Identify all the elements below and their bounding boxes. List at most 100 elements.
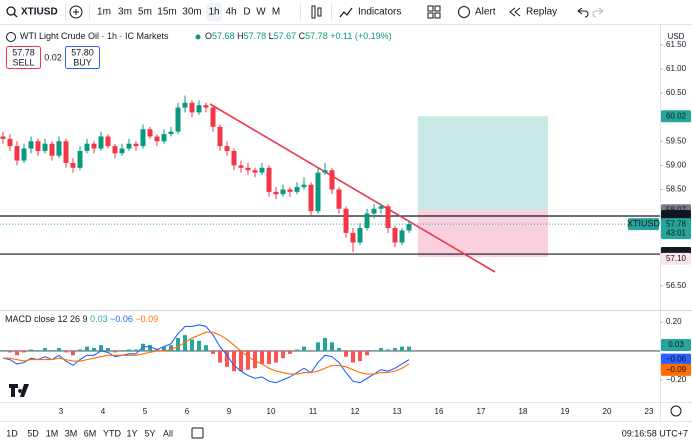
candle-body (56, 141, 62, 156)
chart-type-icon[interactable] (311, 5, 316, 19)
alert-button[interactable]: Alert (475, 7, 496, 18)
macd-histogram-bar (302, 346, 306, 351)
macd-histogram-bar (288, 350, 292, 354)
interval-button[interactable]: 3m (118, 7, 132, 18)
compare-button[interactable] (69, 5, 83, 19)
macd-histogram-bar (344, 350, 348, 357)
candle-body (140, 129, 146, 147)
interval-button[interactable]: 30m (182, 7, 201, 18)
candle-body (28, 141, 34, 149)
macd-histogram-bar (99, 345, 103, 351)
scale-settings[interactable] (670, 405, 682, 417)
macd-histogram-bar (85, 346, 89, 351)
macd-tag-bg (661, 338, 691, 351)
currency[interactable]: USD (668, 32, 685, 41)
trend-line[interactable] (209, 103, 496, 273)
alert-icon[interactable] (458, 6, 470, 18)
entry-tag: 58.07 (666, 205, 687, 214)
range-button[interactable]: 5D (27, 428, 39, 438)
macd-histogram-bar (246, 350, 250, 370)
candle-body (21, 148, 27, 161)
interval-button[interactable]: D (243, 7, 250, 18)
active-interval-bg (206, 3, 222, 21)
candle-body (147, 129, 153, 137)
range-button[interactable]: 1D (6, 428, 18, 438)
y-tick-label: 60.50 (666, 88, 687, 97)
range-button[interactable]: 3M (65, 428, 78, 438)
range-button[interactable]: 1Y (126, 428, 137, 438)
macd-tag: 0.03 (668, 340, 684, 349)
macd-histogram-bar (134, 349, 138, 351)
macd-histogram-bar (64, 350, 68, 353)
sell-button[interactable] (6, 46, 41, 69)
y-tick-label: 61.00 (666, 64, 687, 73)
candle-body (392, 228, 398, 243)
stop-tag-bg (661, 252, 691, 265)
macd-histogram-bar (316, 342, 320, 351)
candle-body (182, 102, 188, 108)
loss-zone[interactable] (418, 210, 548, 257)
candle-body (196, 105, 202, 113)
candle-body (105, 136, 111, 147)
interval-button[interactable]: 5m (138, 7, 152, 18)
symbol[interactable]: XTIUSD (21, 7, 58, 18)
candle-body (357, 228, 363, 243)
compare-plus (73, 9, 79, 15)
level-tag: 57.95 (666, 211, 687, 220)
candle-body (70, 162, 76, 168)
candle-body (98, 136, 104, 149)
candle-body (133, 143, 139, 147)
symbol-tag-bg (628, 218, 659, 231)
candle-body (63, 141, 69, 163)
candle-body (0, 136, 6, 139)
macd-title: MACD close 12 26 9 (5, 314, 88, 324)
countdown: 43:01 (666, 228, 687, 237)
candle-body (301, 184, 307, 188)
x-tick-label: 5 (143, 407, 148, 416)
profit-zone[interactable] (418, 116, 548, 211)
range-button[interactable]: 5Y (144, 428, 155, 438)
replay-button[interactable]: Replay (526, 7, 557, 18)
interval-button[interactable]: 15m (157, 7, 176, 18)
x-tick-label: 20 (603, 407, 612, 416)
macd-histogram-bar (71, 350, 75, 356)
replay-icon[interactable] (509, 7, 521, 17)
search-icon[interactable] (6, 6, 16, 16)
buy-button[interactable] (65, 46, 100, 69)
buy-label: BUY (73, 57, 92, 67)
clock[interactable]: 09:16:58 UTC+7 (622, 428, 688, 438)
interval-button[interactable]: 1m (97, 7, 111, 18)
layout-icon[interactable] (427, 5, 434, 12)
range-button[interactable]: All (163, 428, 173, 438)
undo-icon[interactable] (577, 7, 589, 18)
macd-histogram-bar (379, 348, 383, 351)
redo-icon[interactable] (592, 7, 604, 18)
range-button[interactable]: YTD (103, 428, 122, 438)
macd-histogram-bar (92, 348, 96, 351)
range-button[interactable]: 1M (46, 428, 59, 438)
goto-date-icon[interactable] (191, 427, 204, 439)
indicators-button[interactable]: Indicators (358, 7, 401, 18)
interval-button[interactable]: W (256, 7, 266, 18)
macd-histogram-bar (155, 349, 159, 351)
candle-body (378, 206, 384, 209)
macd-histogram-bar (239, 350, 243, 372)
x-tick-label: 19 (561, 407, 570, 416)
interval-button[interactable]: M (272, 7, 280, 18)
macd-histogram-bar (190, 339, 194, 351)
candle-body (126, 143, 132, 149)
indicators-icon[interactable] (339, 7, 353, 18)
interval-button[interactable]: 1h (208, 7, 219, 18)
macd-histogram-bar (281, 350, 285, 359)
range-button[interactable]: 6M (84, 428, 97, 438)
ohlc-change: +0.11 (+0.19%) (330, 31, 391, 41)
interval-button[interactable]: 4h (225, 7, 236, 18)
x-tick-label: 9 (227, 407, 232, 416)
candle-body (273, 191, 279, 195)
y-tick-label: 59.00 (666, 160, 687, 169)
macd-y-tick-label: 0.20 (666, 317, 682, 326)
macd-histogram-bar (211, 350, 215, 354)
candle-body (203, 105, 209, 108)
chart-type-icon (317, 7, 322, 17)
